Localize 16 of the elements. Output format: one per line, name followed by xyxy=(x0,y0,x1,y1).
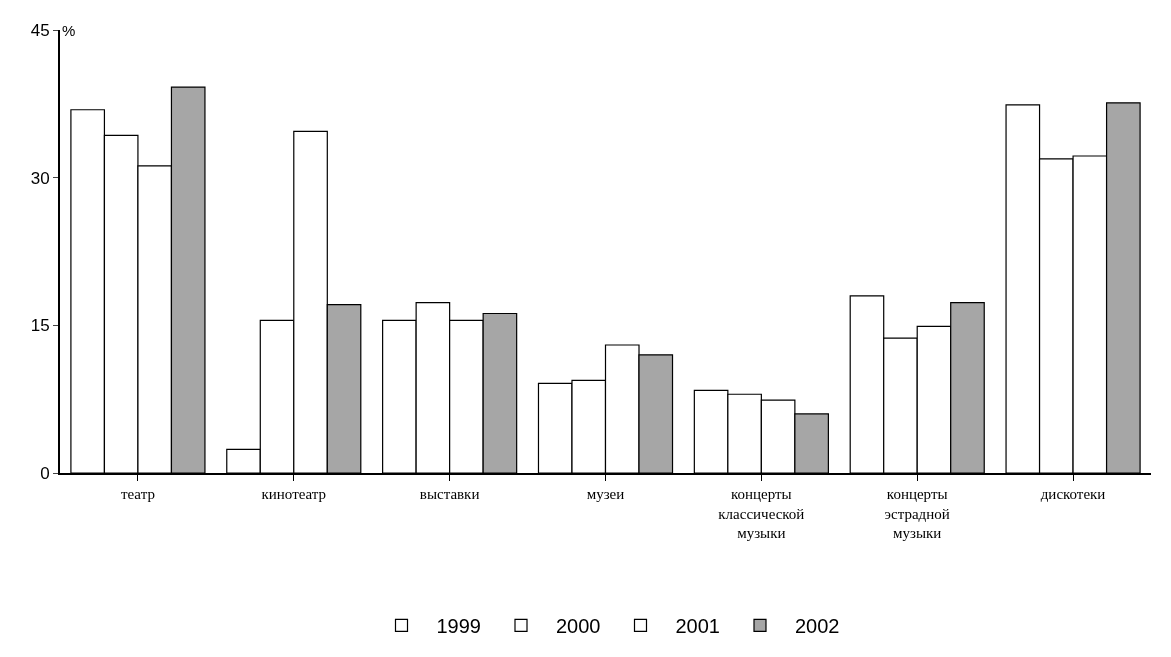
x-tick-label: концерты эстрадной музыки xyxy=(884,486,950,541)
y-tick-label: 45 xyxy=(30,20,50,40)
legend-label: 2002 xyxy=(795,615,840,638)
x-tick-label: дискотеки xyxy=(1040,486,1106,502)
x-tick-label: концерты классической музыки xyxy=(718,486,805,541)
y-tick-label: 0 xyxy=(40,463,50,483)
legend-label: 1999 xyxy=(436,615,481,638)
y-tick-label: 15 xyxy=(30,316,50,336)
x-tick-label: кинотеатр xyxy=(261,486,327,502)
y-tick-label: 30 xyxy=(30,168,50,188)
x-tick-label: выставки xyxy=(419,486,480,502)
y-axis-title: % xyxy=(62,22,76,39)
x-tick-label: театр xyxy=(120,486,155,502)
x-tick-label: музеи xyxy=(586,486,625,502)
legend-label: 2001 xyxy=(675,615,720,638)
legend-label: 2000 xyxy=(556,615,601,638)
